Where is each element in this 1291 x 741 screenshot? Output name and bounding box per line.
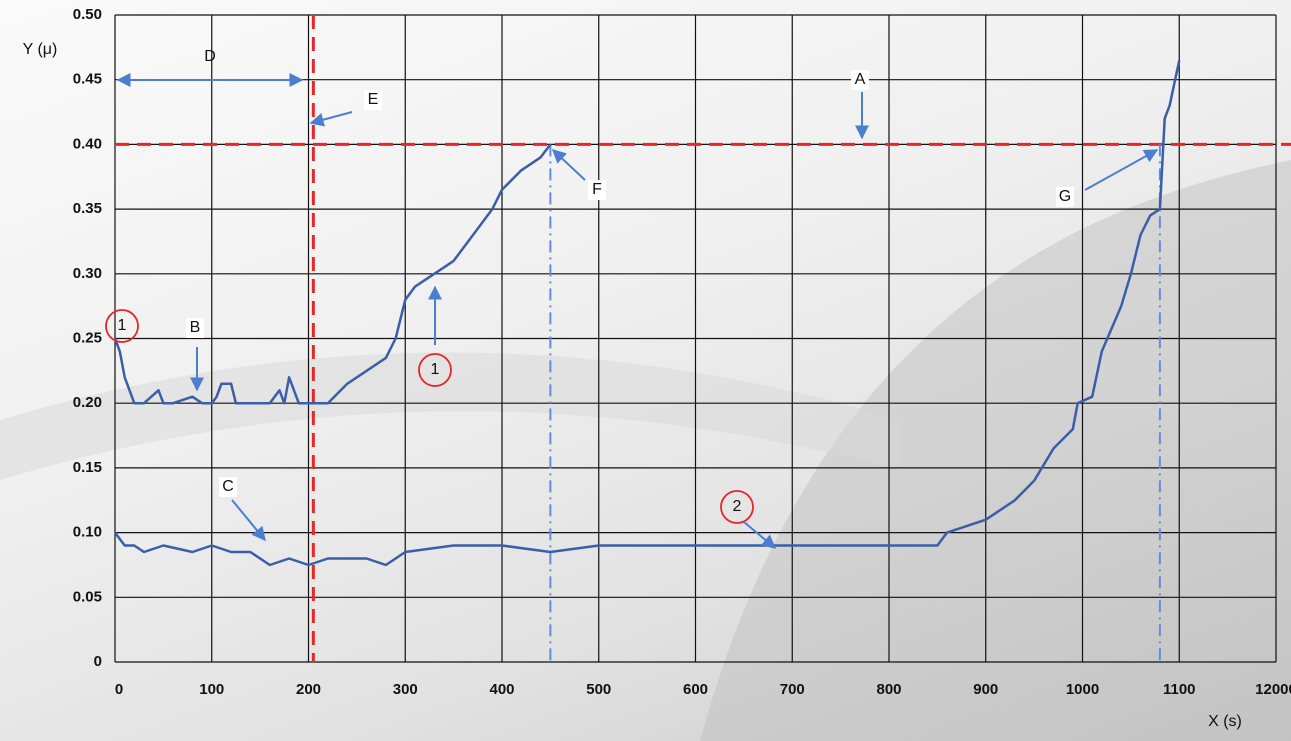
annotation: D <box>204 48 216 65</box>
x-tick-label: 1000 <box>1066 681 1099 698</box>
x-tick-label: 12000 <box>1255 681 1291 698</box>
annotation-arrow <box>553 150 585 180</box>
y-axis-label: Y (μ) <box>23 41 58 58</box>
y-tick-label: 0.30 <box>73 265 102 282</box>
x-tick-label: 900 <box>973 681 998 698</box>
x-axis-label: X (s) <box>1208 713 1242 730</box>
x-tick-label: 1100 <box>1163 681 1196 698</box>
x-tick-label: 200 <box>296 681 321 698</box>
annotation: F <box>592 181 602 198</box>
annotation-arrow <box>311 112 352 123</box>
x-tick-label: 400 <box>489 681 514 698</box>
y-tick-label: 0.25 <box>73 329 102 346</box>
y-tick-label: 0 <box>94 653 102 670</box>
annotation: G <box>1059 188 1071 205</box>
x-tick-label: 0 <box>115 681 123 698</box>
background-swoosh <box>0 353 900 481</box>
y-tick-label: 0.45 <box>73 71 102 88</box>
annotation: A <box>855 71 866 88</box>
x-tick-label: 600 <box>683 681 708 698</box>
y-tick-label: 0.35 <box>73 200 102 217</box>
x-tick-label: 500 <box>586 681 611 698</box>
x-tick-label: 300 <box>393 681 418 698</box>
y-tick-label: 0.15 <box>73 459 102 476</box>
annotation-arrow <box>232 500 265 540</box>
annotation: C <box>222 478 234 495</box>
annotation-arrow <box>1085 150 1157 190</box>
annotation-arrow <box>744 522 775 548</box>
background-swoosh <box>700 160 1291 741</box>
x-tick-label: 800 <box>876 681 901 698</box>
annotation: 1 <box>431 361 440 378</box>
annotation: B <box>190 319 201 336</box>
x-tick-label: 100 <box>199 681 224 698</box>
y-tick-label: 0.40 <box>73 135 102 152</box>
y-tick-label: 0.10 <box>73 524 102 541</box>
x-tick-label: 700 <box>780 681 805 698</box>
annotation: 2 <box>733 498 742 515</box>
annotation: 1 <box>118 317 127 334</box>
annotation: E <box>368 91 379 108</box>
y-tick-label: 0.50 <box>73 6 102 23</box>
y-tick-label: 0.05 <box>73 588 102 605</box>
y-tick-label: 0.20 <box>73 394 102 411</box>
chart: Y (μ) X (s) 0 0.05 0.10 0.15 0.20 0.25 0.30 0.3… <box>0 0 1291 741</box>
